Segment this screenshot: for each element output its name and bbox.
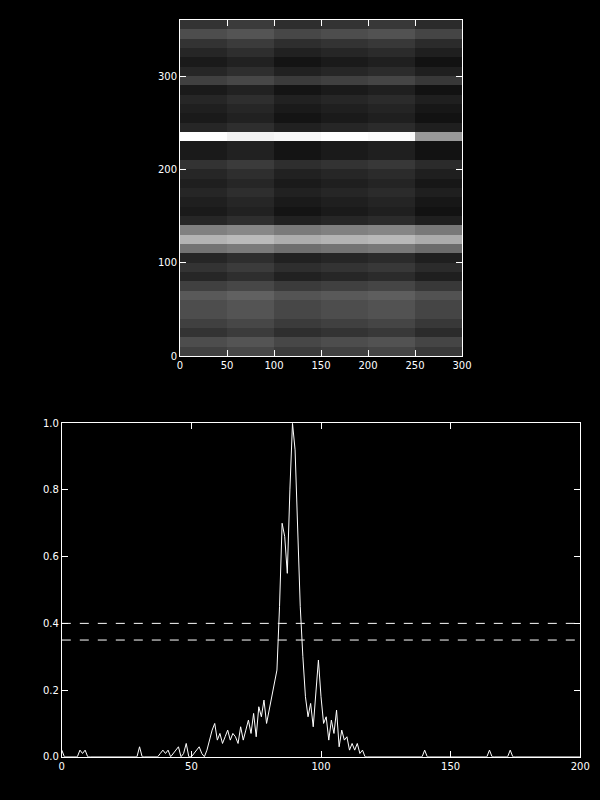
svg-text:0.6: 0.6 [43, 551, 59, 562]
svg-text:0.0: 0.0 [43, 751, 59, 762]
svg-text:150: 150 [441, 761, 460, 772]
svg-text:0: 0 [177, 360, 183, 371]
svg-text:300: 300 [452, 360, 471, 371]
svg-text:50: 50 [221, 360, 234, 371]
svg-text:200: 200 [571, 761, 590, 772]
svg-text:100: 100 [311, 761, 330, 772]
svg-text:50: 50 [185, 761, 198, 772]
svg-text:0.4: 0.4 [43, 618, 59, 629]
svg-text:0: 0 [171, 351, 177, 362]
svg-text:1.0: 1.0 [43, 418, 59, 429]
svg-text:100: 100 [158, 257, 177, 268]
svg-text:200: 200 [358, 360, 377, 371]
svg-text:0: 0 [59, 761, 65, 772]
svg-text:100: 100 [264, 360, 283, 371]
svg-text:300: 300 [158, 71, 177, 82]
svg-text:250: 250 [405, 360, 424, 371]
svg-text:200: 200 [158, 164, 177, 175]
svg-text:150: 150 [311, 360, 330, 371]
svg-text:0.2: 0.2 [43, 685, 59, 696]
svg-text:0.8: 0.8 [43, 484, 59, 495]
